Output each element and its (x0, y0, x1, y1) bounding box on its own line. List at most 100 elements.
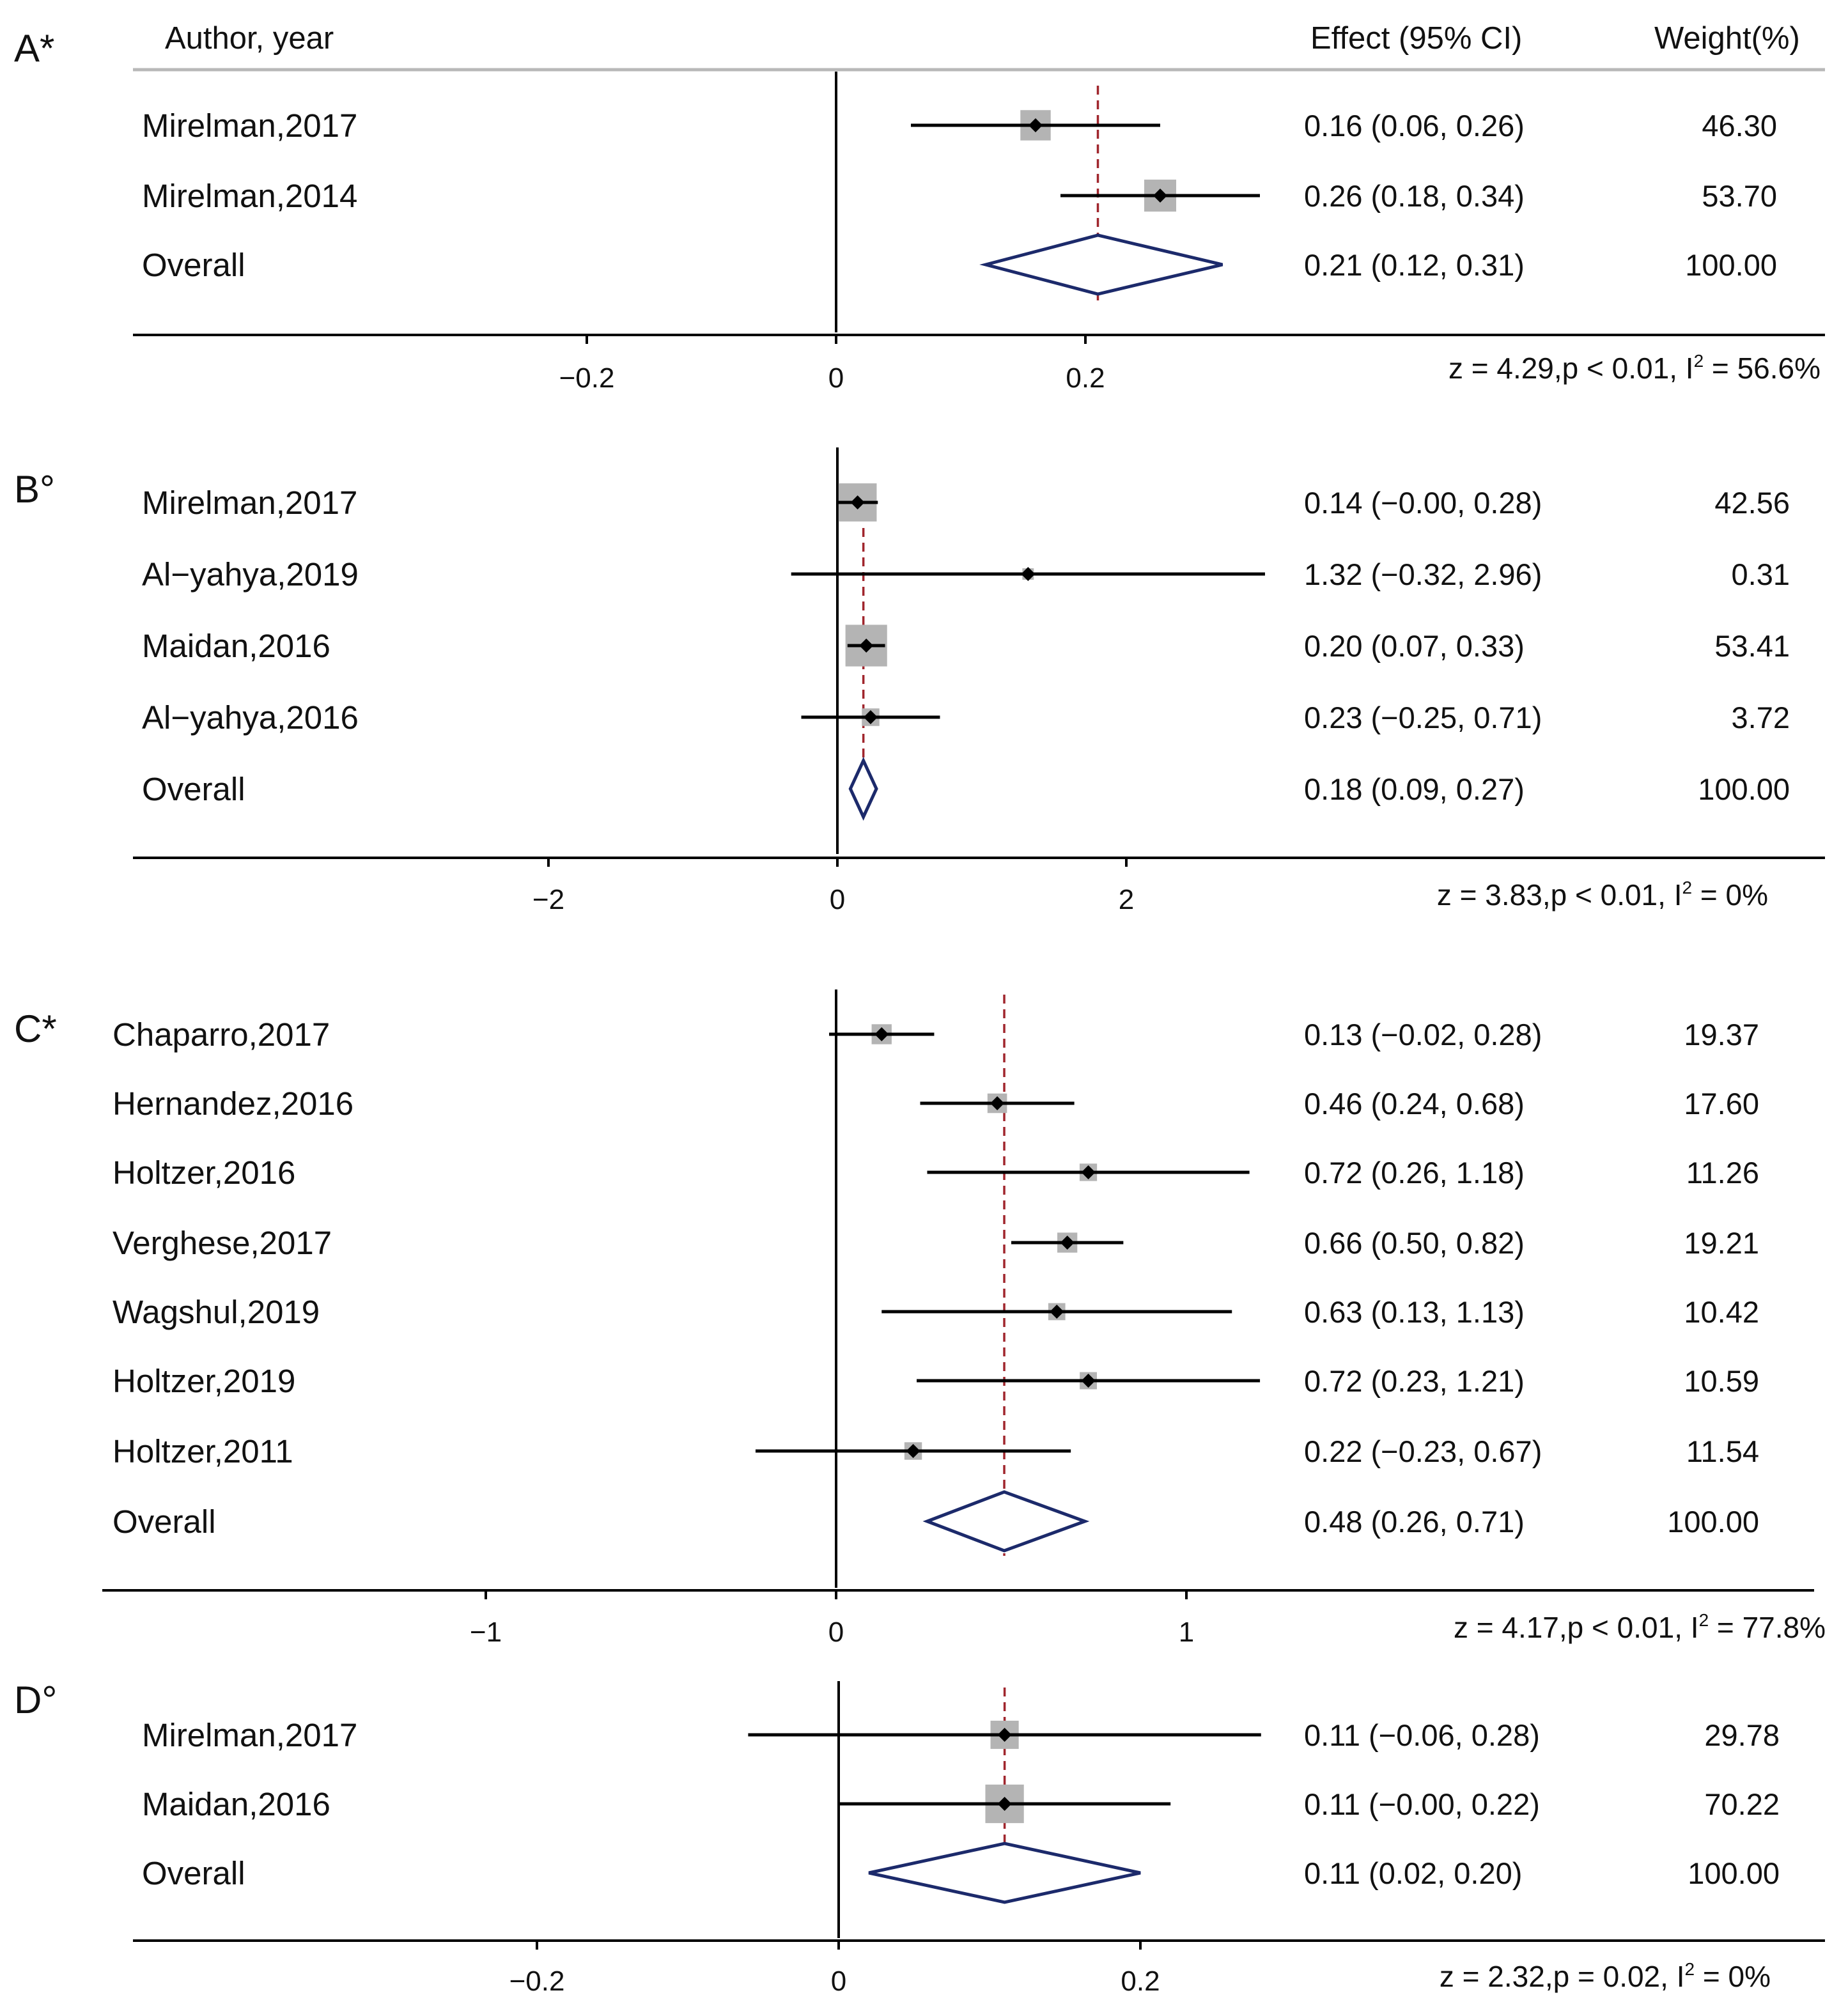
panel-a-label: A* (14, 27, 54, 70)
panel-c-point-estimate (1050, 1305, 1064, 1319)
panel-c-study-name: Verghese,2017 (113, 1225, 332, 1261)
panel-c-ticks: −1 0 1 (470, 1590, 1194, 1648)
panel-c-study-weight: 11.54 (1686, 1434, 1759, 1468)
panel-d-point-estimate (997, 1797, 1012, 1811)
panel-b-ticks: −2 0 2 (532, 858, 1134, 915)
panel-a-rows: Mirelman,2017 0.16 (0.06, 0.26) 46.30 Mirel… (142, 107, 1777, 283)
panel-b-point-estimate (863, 710, 878, 724)
panel-a-ticks: −0.2 0 0.2 (559, 335, 1105, 394)
panel-c-marks (755, 989, 1261, 1588)
panel-c-label: C* (14, 1007, 57, 1050)
panel-a-point-estimate (1029, 118, 1043, 132)
panel-b-overall-diamond (848, 757, 878, 821)
panel-a-study-name: Mirelman,2017 (142, 107, 357, 144)
panel-c-study-weight: 19.37 (1684, 1018, 1759, 1051)
panel-c-study-weight: 10.59 (1684, 1364, 1759, 1398)
panel-c-overall-effect: 0.48 (0.26, 0.71) (1304, 1505, 1525, 1539)
panel-a-study-effect: 0.16 (0.06, 0.26) (1304, 109, 1525, 143)
panel-d-study-name: Mirelman,2017 (142, 1717, 357, 1753)
panel-d-overall-name: Overall (142, 1855, 245, 1891)
panel-c-study-effect: 0.72 (0.23, 1.21) (1304, 1364, 1525, 1398)
panel-c-study-effect: 0.22 (−0.23, 0.67) (1304, 1434, 1542, 1468)
panel-b-study-weight: 53.41 (1714, 629, 1790, 663)
panel-c-study-name: Hernandez,2016 (113, 1085, 353, 1122)
panel-c-tick-label: 1 (1179, 1617, 1194, 1648)
panel-c: C* −1 0 1 Chaparro,2017 0.13 (−0.02, 0.28) 1… (14, 989, 1826, 1648)
panel-b: B° −2 0 2 Mirelman,2017 0.14 (−0.00, 0.28) 4… (14, 447, 1825, 915)
panel-d-ticks: −0.2 0 0.2 (509, 1941, 1160, 1997)
panel-b-study-weight: 42.56 (1714, 486, 1790, 520)
author-year-header: Author, year (165, 21, 334, 56)
panel-b-point-estimate (850, 495, 865, 509)
panel-a-overall-weight: 100.00 (1685, 248, 1777, 282)
weight-header: Weight(%) (1654, 21, 1800, 56)
panel-a-study-effect: 0.26 (0.18, 0.34) (1304, 179, 1525, 213)
panel-a-study-weight: 53.70 (1702, 179, 1777, 213)
panel-c-point-estimate (1081, 1374, 1096, 1388)
panel-c-study-effect: 0.63 (0.13, 1.13) (1304, 1295, 1525, 1329)
panel-a-overall-name: Overall (142, 247, 245, 283)
panel-c-rows: Chaparro,2017 0.13 (−0.02, 0.28) 19.37 Hern… (113, 1016, 1759, 1540)
panel-d-study-weight: 29.78 (1704, 1718, 1780, 1752)
panel-c-study-effect: 0.66 (0.50, 0.82) (1304, 1226, 1525, 1260)
panel-c-study-weight: 17.60 (1684, 1087, 1759, 1121)
panel-a-point-estimate (1153, 189, 1167, 203)
panel-c-study-weight: 19.21 (1684, 1226, 1759, 1260)
panel-c-tick-label: −1 (470, 1617, 502, 1648)
panel-d-overall-weight: 100.00 (1688, 1856, 1780, 1890)
panel-b-tick-label: 2 (1119, 884, 1134, 915)
panel-b-point-estimate (1021, 567, 1036, 581)
panel-b-label: B° (14, 468, 55, 511)
panel-a-tick-label: 0 (828, 362, 844, 394)
panel-b-overall-effect: 0.18 (0.09, 0.27) (1304, 772, 1525, 806)
panel-b-study-name: Al−yahya,2019 (142, 556, 359, 593)
panel-d-study-effect: 0.11 (−0.00, 0.22) (1304, 1787, 1540, 1821)
panel-c-tick-label: 0 (828, 1617, 844, 1648)
panel-d-label: D° (14, 1679, 57, 1721)
panel-d-rows: Mirelman,2017 0.11 (−0.06, 0.28) 29.78 Maid… (142, 1717, 1780, 1891)
panel-c-overall-weight: 100.00 (1667, 1505, 1759, 1539)
panel-c-point-estimate (874, 1027, 889, 1041)
panel-a-tick-label: 0.2 (1066, 362, 1105, 394)
panel-a-overall-diamond (979, 233, 1223, 296)
panel-a: A* −0.2 0 0.2 Mirelman,2017 0.16 (0.06, 0.2… (14, 27, 1825, 394)
panel-c-study-name: Holtzer,2011 (113, 1433, 293, 1470)
panel-b-study-name: Mirelman,2017 (142, 485, 357, 521)
panel-c-point-estimate (1060, 1236, 1075, 1250)
panel-c-study-effect: 0.13 (−0.02, 0.28) (1304, 1018, 1542, 1051)
panel-c-study-name: Wagshul,2019 (113, 1294, 320, 1330)
panel-c-study-name: Holtzer,2019 (113, 1363, 295, 1399)
panel-d-overall-diamond (868, 1842, 1141, 1904)
panel-b-tick-label: 0 (830, 884, 845, 915)
panel-b-study-name: Al−yahya,2016 (142, 699, 359, 736)
panel-b-study-name: Maidan,2016 (142, 628, 330, 664)
panel-c-study-weight: 10.42 (1684, 1295, 1759, 1329)
panel-a-overall-effect: 0.21 (0.12, 0.31) (1304, 248, 1525, 282)
panel-c-point-estimate (1081, 1165, 1096, 1179)
panel-c-overall-diamond (922, 1490, 1090, 1553)
effect-ci-header: Effect (95% CI) (1310, 21, 1522, 56)
panel-d-study-effect: 0.11 (−0.06, 0.28) (1304, 1718, 1540, 1752)
panel-d-tick-label: −0.2 (509, 1966, 565, 1997)
panel-d-tick-label: 0.2 (1121, 1966, 1160, 1997)
panel-b-marks (791, 447, 1265, 854)
panel-b-study-effect: 0.14 (−0.00, 0.28) (1304, 486, 1542, 520)
panel-d-stats: z = 2.32,p = 0.02, I2 = 0% (1440, 1959, 1771, 1993)
panel-c-study-weight: 11.26 (1686, 1156, 1759, 1190)
panel-a-stats: z = 4.29,p < 0.01, I2 = 56.6% (1448, 351, 1821, 385)
panel-b-study-weight: 0.31 (1732, 557, 1790, 591)
table-header: Author, year Effect (95% CI) Weight(%) (133, 21, 1825, 72)
panel-d-study-weight: 70.22 (1704, 1787, 1780, 1821)
panel-c-point-estimate (906, 1444, 920, 1458)
panel-b-study-effect: 1.32 (−0.32, 2.96) (1304, 557, 1542, 591)
panel-c-study-effect: 0.72 (0.26, 1.18) (1304, 1156, 1525, 1190)
panel-a-study-weight: 46.30 (1702, 109, 1777, 143)
panel-d: D° −0.2 0 0.2 Mirelman,2017 0.11 (−0.06, 0.… (14, 1679, 1825, 1997)
panel-a-study-name: Mirelman,2014 (142, 178, 357, 214)
panel-b-overall-weight: 100.00 (1698, 772, 1790, 806)
panel-d-tick-label: 0 (831, 1966, 846, 1997)
panel-b-study-effect: 0.20 (0.07, 0.33) (1304, 629, 1525, 663)
panel-c-overall-name: Overall (113, 1503, 216, 1540)
